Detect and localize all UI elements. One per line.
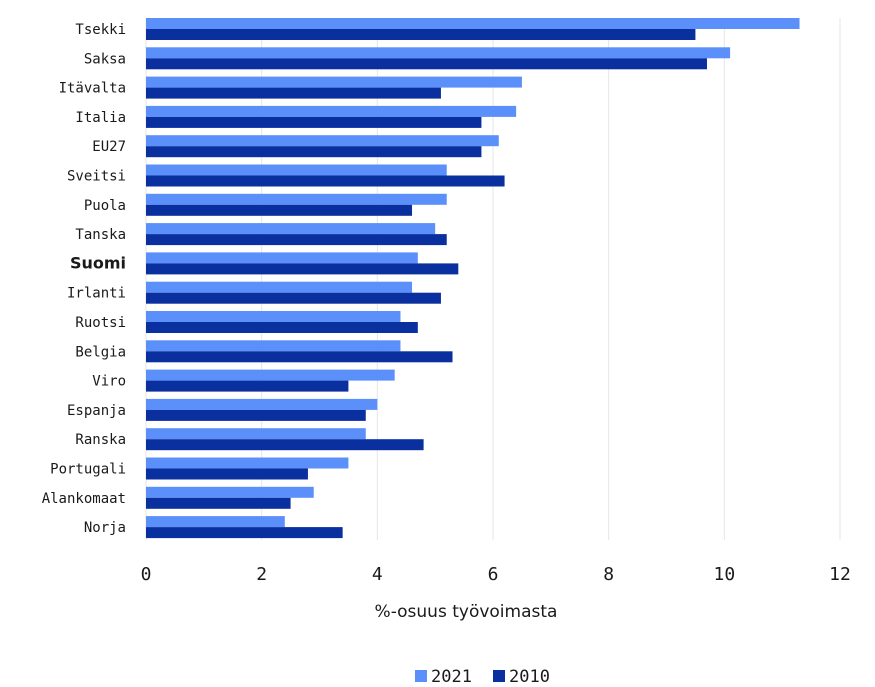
bar-2021-tsekki	[146, 18, 800, 29]
bar-2021-norja	[146, 516, 285, 528]
bar-2010-norja	[146, 527, 343, 539]
x-tick-label: 0	[141, 564, 152, 585]
legend-label-2010: 2010	[509, 667, 550, 687]
bar-2021-alankomaat	[146, 486, 314, 498]
bar-2021-ranska	[146, 428, 366, 440]
bar-2021-viro	[146, 369, 395, 381]
bar-2010-italia	[146, 116, 482, 128]
legend-label-2021: 2021	[431, 667, 472, 687]
bars	[146, 18, 800, 539]
bar-2021-itävalta	[146, 76, 522, 88]
bar-2010-ruotsi	[146, 322, 418, 333]
category-label: Sveitsi	[67, 169, 126, 185]
bar-2010-viro	[146, 380, 349, 392]
bar-2010-sveitsi	[146, 175, 505, 187]
bar-2010-tsekki	[146, 29, 696, 40]
bar-2021-belgia	[146, 340, 401, 352]
bar-2021-italia	[146, 105, 517, 117]
category-label: EU27	[92, 139, 126, 155]
legend-swatch-2021	[415, 670, 427, 682]
category-label: Puola	[84, 198, 126, 214]
bar-2010-eu27	[146, 146, 482, 158]
gridlines	[145, 18, 841, 540]
bar-2010-belgia	[146, 351, 453, 363]
bar-2010-tanska	[146, 234, 447, 246]
bar-2021-irlanti	[146, 281, 413, 293]
x-tick-label: 2	[256, 564, 267, 585]
category-label: Suomi	[70, 253, 126, 272]
category-label: Saksa	[84, 51, 126, 67]
category-label: Viro	[92, 374, 126, 390]
category-label: Itävalta	[59, 81, 126, 97]
bar-2010-espanja	[146, 409, 366, 421]
category-label: Norja	[84, 520, 126, 536]
x-axis-title: %-osuus työvoimasta	[375, 602, 558, 622]
bar-2021-suomi	[146, 252, 418, 264]
category-label: Ruotsi	[75, 315, 126, 331]
category-label: Belgia	[75, 344, 126, 360]
bar-2021-tanska	[146, 223, 436, 235]
category-label: Irlanti	[67, 286, 126, 302]
x-tick-label: 4	[372, 564, 383, 585]
category-label: Espanja	[67, 403, 126, 419]
bar-2021-portugali	[146, 457, 349, 469]
category-label: Portugali	[50, 462, 126, 478]
bar-2010-irlanti	[146, 292, 441, 304]
category-label: Tsekki	[75, 22, 126, 38]
bar-2010-saksa	[146, 58, 707, 70]
x-tick-label: 12	[829, 564, 851, 585]
bar-2021-sveitsi	[146, 164, 447, 176]
x-tick-label: 10	[713, 564, 735, 585]
legend-swatch-2010	[493, 670, 505, 682]
category-label: Tanska	[75, 227, 126, 243]
bar-2021-ruotsi	[146, 311, 401, 322]
x-tick-label: 6	[488, 564, 499, 585]
bar-2021-espanja	[146, 398, 378, 410]
bar-2010-puola	[146, 204, 413, 216]
bar-2021-puola	[146, 193, 447, 205]
bar-2010-alankomaat	[146, 497, 291, 509]
legend: 2021 2010	[415, 667, 550, 687]
bar-2010-itävalta	[146, 87, 441, 99]
category-label: Ranska	[75, 432, 126, 448]
x-tick-label: 8	[603, 564, 614, 585]
category-label: Alankomaat	[42, 491, 126, 507]
category-label: Italia	[75, 110, 126, 126]
x-tick-labels: 0 2 4 6 8 10 12	[141, 564, 851, 585]
bar-2010-suomi	[146, 263, 459, 275]
category-labels: Tsekki Saksa Itävalta Italia EU27 Sveitsi Puol…	[42, 22, 126, 536]
bar-2021-eu27	[146, 135, 499, 147]
bar-2010-ranska	[146, 439, 424, 451]
bar-2021-saksa	[146, 47, 731, 59]
bar-2010-portugali	[146, 468, 308, 480]
